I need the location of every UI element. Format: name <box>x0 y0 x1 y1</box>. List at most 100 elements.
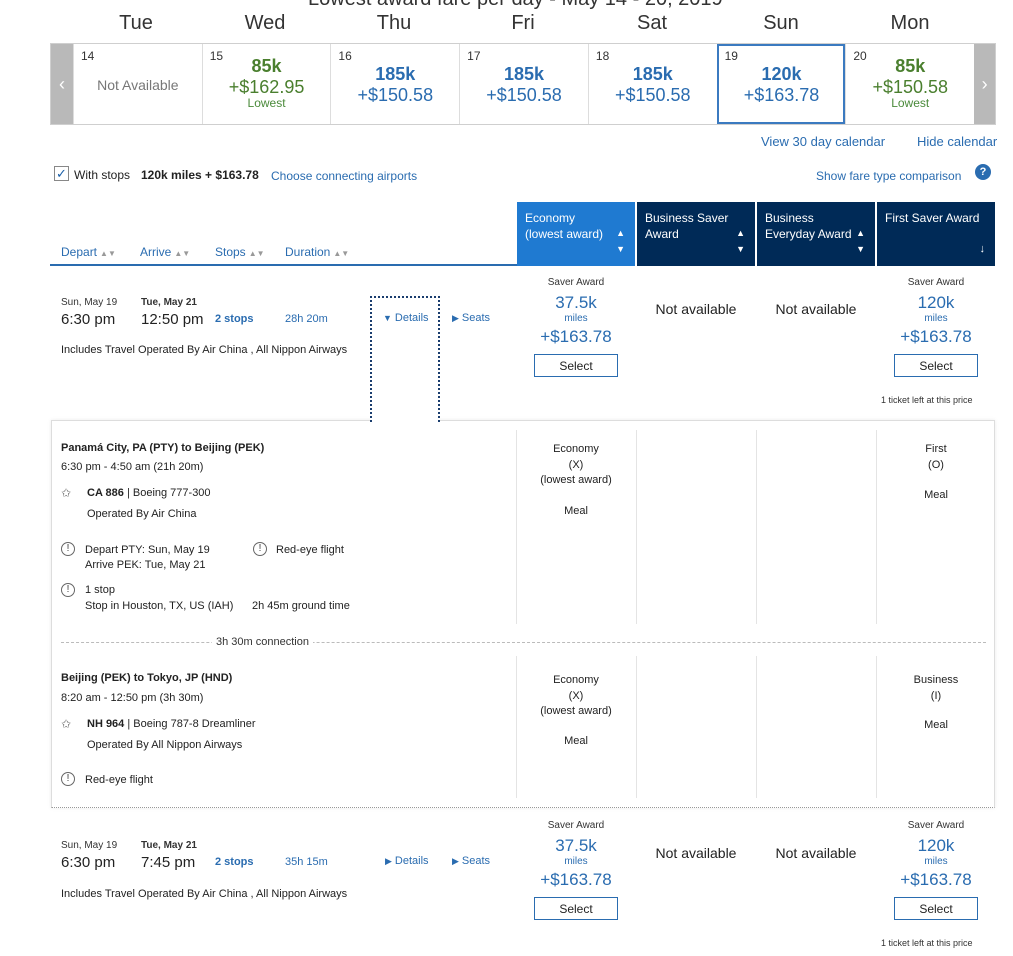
view-30-day-calendar-link[interactable]: View 30 day calendar <box>761 134 886 149</box>
seats-link[interactable]: ▶ Seats <box>452 312 490 324</box>
sort-header-divider <box>50 264 518 266</box>
hide-calendar-link[interactable]: Hide calendar <box>917 134 998 149</box>
details-tab-focus <box>370 296 440 422</box>
sort-duration[interactable]: Duration ▲▼ <box>285 245 349 259</box>
business-everyday-not-available: Not available <box>775 845 857 861</box>
economy-fare-cell: Saver Award 37.5k miles +$163.78 Select <box>517 820 635 920</box>
calendar-prev-button[interactable]: ‹ <box>51 44 73 124</box>
calendar-day-miles: 120k <box>761 64 802 84</box>
calendar-day-19-selected[interactable]: 19 120k +$163.78 <box>716 44 846 124</box>
fare-column-economy[interactable]: Economy (lowest award) ▲ ▼ <box>517 202 635 266</box>
caret-right-icon: ▶ <box>452 313 459 323</box>
calendar-day-14[interactable]: 14 Not Available <box>72 44 202 124</box>
meal-label: Meal <box>564 734 588 747</box>
sort-depart[interactable]: Depart ▲▼ <box>61 245 116 259</box>
calendar-day-20[interactable]: 20 85k +$150.58 Lowest <box>845 44 974 124</box>
column-divider <box>876 656 877 798</box>
stop-count: 1 stop <box>85 584 115 596</box>
caret-right-icon: ▶ <box>452 856 459 866</box>
fare-type-comparison-link[interactable]: Show fare type comparison <box>816 169 962 183</box>
fare-column-title: First Saver Award <box>885 211 980 225</box>
depart-info: Depart PTY: Sun, May 19 <box>85 544 210 556</box>
sort-depart-label: Depart <box>61 245 98 259</box>
sort-arrive[interactable]: Arrive ▲▼ <box>140 245 190 259</box>
select-first-button[interactable]: Select <box>894 354 978 377</box>
info-icon: ! <box>61 542 75 556</box>
business-everyday-not-available: Not available <box>775 301 857 317</box>
fare-note: (lowest award) <box>540 474 612 486</box>
fare-miles-label: miles <box>564 313 588 324</box>
seats-label: Seats <box>461 312 491 324</box>
stops-link[interactable]: 2 stops <box>215 856 254 868</box>
calendar-next-button[interactable]: › <box>974 44 996 124</box>
booking-class: (I) <box>930 689 942 702</box>
fare-column-subtitle: (lowest award) <box>525 227 604 241</box>
calendar-day-16[interactable]: 16 185k +$150.58 <box>330 44 459 124</box>
stops-link[interactable]: 2 stops <box>215 313 254 325</box>
caret-right-icon: ▶ <box>385 856 392 866</box>
fare-column-business-saver[interactable]: Business Saver Award ▲ ▼ <box>637 202 755 266</box>
depart-time: 6:30 pm <box>61 311 116 328</box>
star-alliance-icon: ✩ <box>61 486 72 500</box>
details-toggle[interactable]: ▼ Details <box>383 312 429 324</box>
select-economy-button[interactable]: Select <box>534 897 618 920</box>
calendar-day-17[interactable]: 17 185k +$150.58 <box>459 44 588 124</box>
calendar-day-unavailable: Not Available <box>97 77 179 93</box>
select-first-button[interactable]: Select <box>894 897 978 920</box>
sort-arrows-icon: ▲▼ <box>856 228 865 254</box>
with-stops-price: 120k miles + $163.78 <box>141 168 259 182</box>
column-divider <box>756 656 757 798</box>
saver-award-label: Saver Award <box>547 820 605 831</box>
help-icon[interactable]: ? <box>975 164 991 180</box>
flight-number: NH 964 <box>87 718 125 730</box>
calendar-day-miles: 185k <box>504 64 545 84</box>
booking-class: (X) <box>568 689 584 702</box>
choose-connecting-airports-link[interactable]: Choose connecting airports <box>271 169 418 183</box>
calendar-day-miles: 85k <box>251 56 282 76</box>
sort-stops[interactable]: Stops ▲▼ <box>215 245 265 259</box>
sort-arrows-icon: ▲▼ <box>174 249 191 258</box>
day-name-fri: Fri <box>511 12 535 34</box>
fare-column-business-everyday[interactable]: Business Everyday Award ▲ ▼ <box>757 202 875 266</box>
sort-down-arrow-icon: ↓ <box>979 243 986 255</box>
booking-class: (X) <box>568 458 584 471</box>
saver-award-label: Saver Award <box>547 277 605 288</box>
info-icon: ! <box>61 772 75 786</box>
chevron-left-icon: ‹ <box>58 73 65 94</box>
segment-flight-info: NH 964 | Boeing 787-8 Dreamliner <box>87 718 256 730</box>
calendar-day-price: +$163.78 <box>743 85 820 105</box>
seats-link[interactable]: ▶ Seats <box>452 855 490 867</box>
caret-down-icon: ▼ <box>383 313 392 323</box>
calendar-day-18[interactable]: 18 185k +$150.58 <box>587 44 717 124</box>
fare-price: +$163.78 <box>540 327 612 346</box>
fare-column-title: Business Saver <box>645 211 729 225</box>
segment-route: Beijing (PEK) to Tokyo, JP (HND) <box>61 672 233 684</box>
calendar-day-15[interactable]: 15 85k +$162.95 Lowest <box>201 44 331 124</box>
flight-number: CA 886 <box>87 487 124 499</box>
select-economy-button[interactable]: Select <box>534 354 618 377</box>
column-divider <box>876 430 877 624</box>
fare-column-first-saver[interactable]: First Saver Award ↓ <box>877 202 995 266</box>
fare-miles: 37.5k <box>555 293 597 312</box>
star-alliance-icon: ✩ <box>61 717 72 731</box>
meal-label: Meal <box>924 489 948 501</box>
operated-by: Includes Travel Operated By Air China , … <box>61 344 348 356</box>
redeye-label: Red-eye flight <box>85 774 153 786</box>
day-name-mon: Mon <box>890 12 930 34</box>
first-class-info: First (O) Meal <box>877 442 995 504</box>
sort-arrows-icon: ▲▼ <box>100 249 116 258</box>
tickets-left-notice: 1 ticket left at this price <box>881 395 973 405</box>
fare-price: +$163.78 <box>900 327 972 346</box>
seats-label: Seats <box>461 855 491 867</box>
info-icon: ! <box>253 542 267 556</box>
meal-label: Meal <box>924 719 948 731</box>
details-toggle[interactable]: ▶ Details <box>385 855 429 867</box>
info-icon: ! <box>61 583 75 597</box>
with-stops-checkbox[interactable]: ✓ <box>54 166 69 181</box>
calendar-day-price: +$150.58 <box>486 85 562 105</box>
sort-duration-label: Duration <box>285 245 331 259</box>
fare-price: +$163.78 <box>540 870 612 889</box>
sort-stops-label: Stops <box>215 245 246 259</box>
segment-operator: Operated By Air China <box>87 508 197 520</box>
economy-class-info: Economy (X) (lowest award) Meal <box>517 673 635 749</box>
